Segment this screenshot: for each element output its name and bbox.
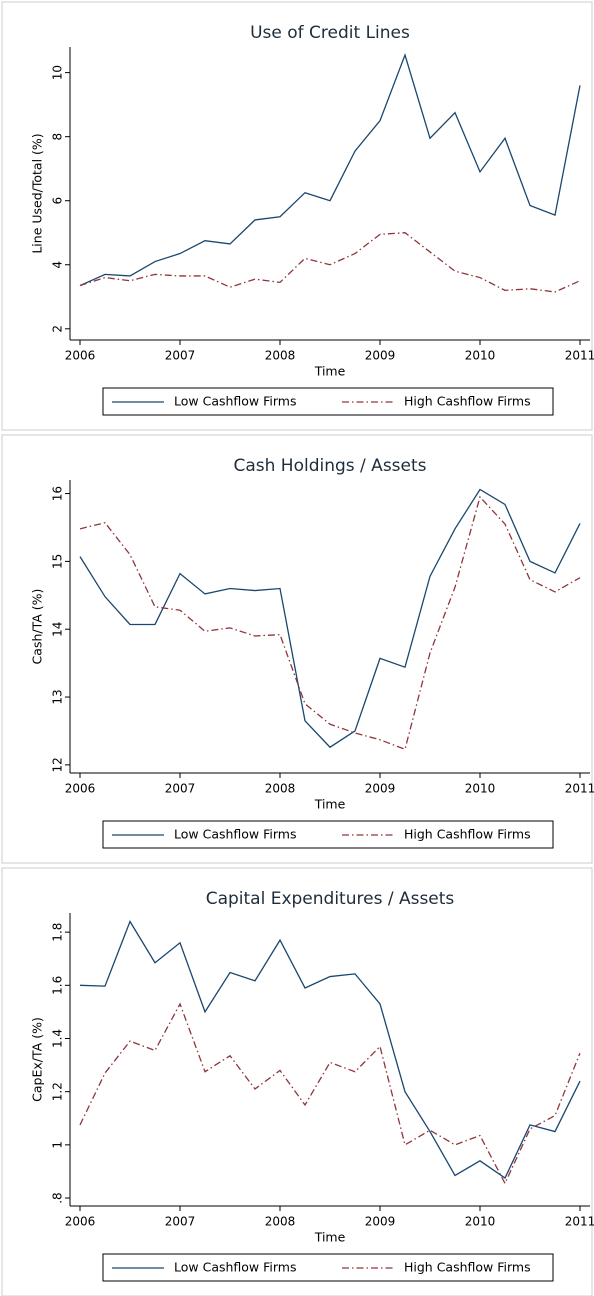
panel-border <box>1 867 593 1296</box>
y-axis-label: Line Used/Total (%) <box>30 133 45 253</box>
series-line <box>79 920 581 1180</box>
chart-title: Capital Expenditures / Assets <box>206 889 455 909</box>
x-tick-label: 2011 <box>565 349 594 363</box>
x-tick-label: 2006 <box>65 782 96 796</box>
x-axis-label: Time <box>314 364 346 379</box>
x-tick-label: 2010 <box>465 1215 496 1229</box>
y-tick-label: 12 <box>51 757 65 772</box>
x-tick-label: 2008 <box>265 782 296 796</box>
legend-label: High Cashflow Firms <box>404 394 531 409</box>
legend-label: Low Cashflow Firms <box>174 827 297 842</box>
y-tick-label: 10 <box>51 65 65 80</box>
y-tick-label: 1.4 <box>51 1029 65 1048</box>
series-line <box>79 488 581 749</box>
x-tick-label: 2008 <box>265 1215 296 1229</box>
y-tick-label: 1 <box>51 1141 65 1149</box>
x-tick-label: 2007 <box>165 782 196 796</box>
panel-border <box>1 434 593 864</box>
legend <box>102 387 554 416</box>
legend-label: High Cashflow Firms <box>404 827 531 842</box>
y-tick-label: .8 <box>51 1192 65 1203</box>
x-tick-label: 2009 <box>365 349 396 363</box>
x-tick-label: 2009 <box>365 782 396 796</box>
y-tick-label: 2 <box>51 325 65 333</box>
x-axis-label: Time <box>314 797 346 812</box>
x-tick-label: 2010 <box>465 349 496 363</box>
y-tick-label: 8 <box>51 133 65 141</box>
x-tick-label: 2009 <box>365 1215 396 1229</box>
chart-title: Cash Holdings / Assets <box>233 456 426 476</box>
y-axis-label: Cash/TA (%) <box>30 589 45 665</box>
y-tick-label: 4 <box>51 261 65 269</box>
legend-label: High Cashflow Firms <box>404 1260 531 1275</box>
x-tick-label: 2011 <box>565 1215 594 1229</box>
series-line <box>79 495 581 751</box>
x-tick-label: 2007 <box>165 1215 196 1229</box>
chart-title: Use of Credit Lines <box>250 23 410 43</box>
y-tick-label: 13 <box>51 689 65 704</box>
x-tick-label: 2006 <box>65 1215 96 1229</box>
x-tick-label: 2007 <box>165 349 196 363</box>
legend <box>102 820 554 849</box>
x-tick-label: 2010 <box>465 782 496 796</box>
legend-label: Low Cashflow Firms <box>174 394 297 409</box>
x-tick-label: 2008 <box>265 349 296 363</box>
x-tick-label: 2006 <box>65 349 96 363</box>
y-tick-label: 16 <box>51 486 65 501</box>
y-tick-label: 1.8 <box>51 923 65 942</box>
x-axis-label: Time <box>314 1230 346 1245</box>
y-tick-label: 1.2 <box>51 1082 65 1101</box>
legend-label: Low Cashflow Firms <box>174 1260 297 1275</box>
legend <box>102 1253 554 1282</box>
x-tick-label: 2011 <box>565 782 594 796</box>
y-tick-label: 15 <box>51 554 65 569</box>
y-tick-label: 14 <box>51 622 65 637</box>
y-axis-label: CapEx/TA (%) <box>30 1017 45 1102</box>
y-tick-label: 1.6 <box>51 976 65 995</box>
series-line <box>79 232 581 293</box>
series-line <box>79 1002 581 1185</box>
y-tick-label: 6 <box>51 197 65 205</box>
panel-border <box>1 1 593 431</box>
series-line <box>79 52 581 287</box>
